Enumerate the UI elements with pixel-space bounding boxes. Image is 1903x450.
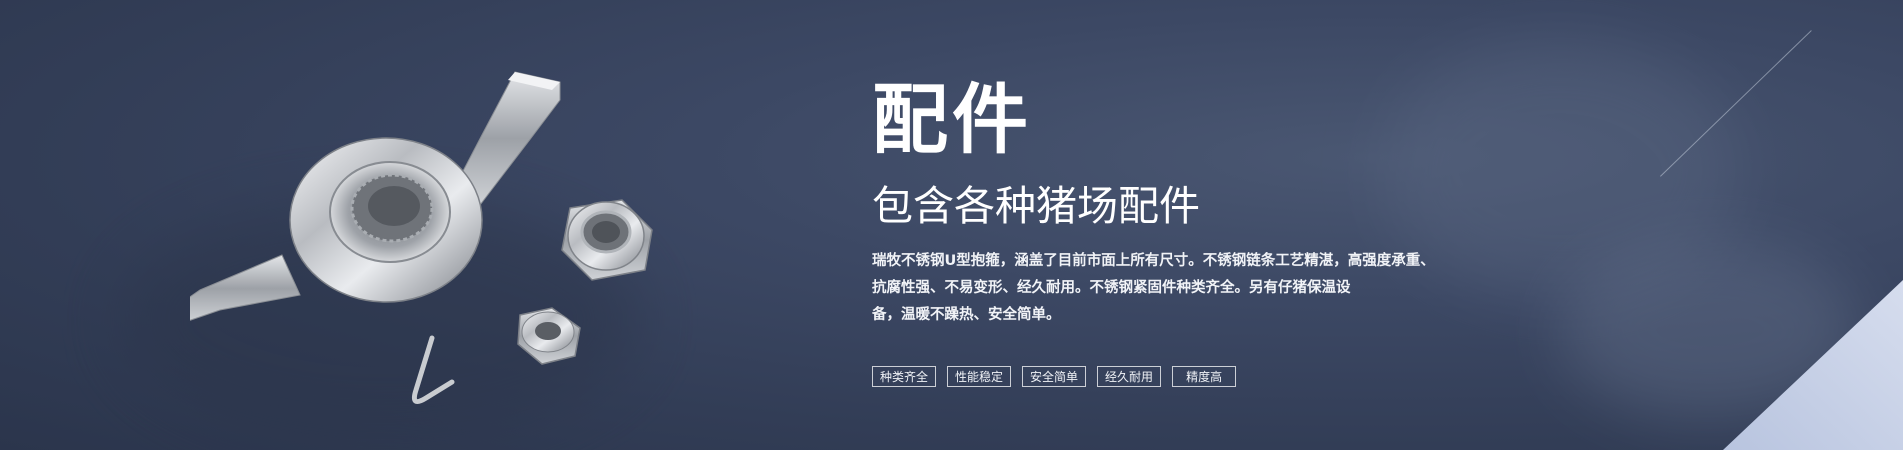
feature-tag: 性能稳定 — [947, 366, 1012, 387]
feature-tags: 种类齐全 性能稳定 安全简单 经久耐用 精度高 — [872, 366, 1237, 387]
feature-tag: 安全简单 — [1022, 366, 1087, 387]
feature-tag: 精度高 — [1172, 366, 1237, 387]
wing-nut-icon — [190, 71, 561, 321]
description: 瑞牧不锈钢U型抱箍，涵盖了目前市面上所有尺寸。不锈钢链条工艺精湛，高强度承重、 … — [872, 248, 1482, 329]
corner-accent — [1723, 280, 1903, 450]
background-blur — [1380, 40, 1740, 300]
page-title: 配件 — [872, 75, 1032, 164]
u-clip-icon — [411, 335, 455, 405]
feature-tag: 种类齐全 — [872, 366, 937, 387]
page-subtitle: 包含各种猪场配件 — [872, 182, 1200, 230]
hex-nut-icon — [517, 307, 581, 365]
description-line: 抗腐性强、不易变形、经久耐用。不锈钢紧固件种类齐全。另有仔猪保温设 — [872, 280, 1351, 296]
hex-nut-icon — [561, 199, 653, 281]
description-line: 瑞牧不锈钢U型抱箍，涵盖了目前市面上所有尺寸。不锈钢链条工艺精湛，高强度承重、 — [872, 253, 1435, 269]
feature-tag: 经久耐用 — [1097, 366, 1162, 387]
product-image — [190, 71, 653, 405]
description-line: 备，温暖不躁热、安全简单。 — [872, 307, 1061, 323]
